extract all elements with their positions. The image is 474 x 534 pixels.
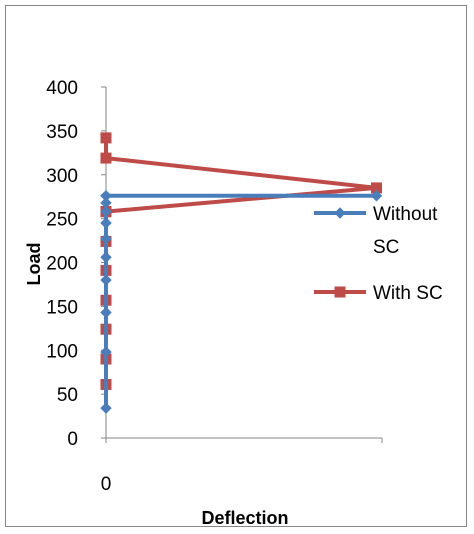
chart-frame — [5, 5, 467, 527]
data-point — [100, 132, 112, 144]
data-point — [100, 217, 112, 229]
data-point — [100, 233, 112, 245]
axes-layer: 0 50 100 150 200 250 300 350 400 0 — [46, 78, 383, 495]
y-tick-label: 400 — [46, 78, 78, 99]
data-point — [100, 402, 112, 414]
data-point — [100, 274, 112, 286]
series-without-sc — [100, 190, 383, 414]
y-tick-label: 150 — [46, 297, 78, 318]
data-point — [100, 346, 112, 358]
data-point — [370, 190, 383, 202]
data-point — [100, 306, 112, 319]
legend-label: Without — [373, 204, 438, 225]
series-layer — [100, 132, 383, 414]
series-with-sc — [100, 132, 382, 390]
legend-marker — [334, 286, 346, 298]
y-tick-label: 300 — [46, 166, 78, 187]
legend-marker — [334, 207, 346, 219]
data-point — [100, 190, 112, 202]
legend-label: SC — [373, 237, 399, 258]
y-tick-label: 50 — [57, 385, 78, 406]
y-tick-label: 0 — [67, 429, 78, 450]
data-point — [100, 251, 112, 263]
legend-label: With SC — [373, 283, 443, 304]
data-point — [100, 152, 112, 164]
y-axis-title: Load — [24, 243, 44, 286]
series-line — [104, 137, 379, 385]
y-tick-label: 250 — [46, 210, 78, 231]
data-point — [100, 197, 112, 209]
data-point — [100, 205, 112, 218]
y-tick-label: 100 — [46, 341, 78, 362]
y-tick-label: 350 — [46, 122, 78, 143]
x-axis-title: Deflection — [201, 508, 288, 528]
legend-entry: With SC — [314, 283, 443, 304]
legend: Without SC With SC — [314, 204, 443, 304]
y-tick-label: 200 — [46, 254, 78, 275]
series-line — [104, 193, 377, 409]
x-tick-label: 0 — [101, 474, 112, 495]
legend-entry: Without SC — [314, 204, 438, 258]
